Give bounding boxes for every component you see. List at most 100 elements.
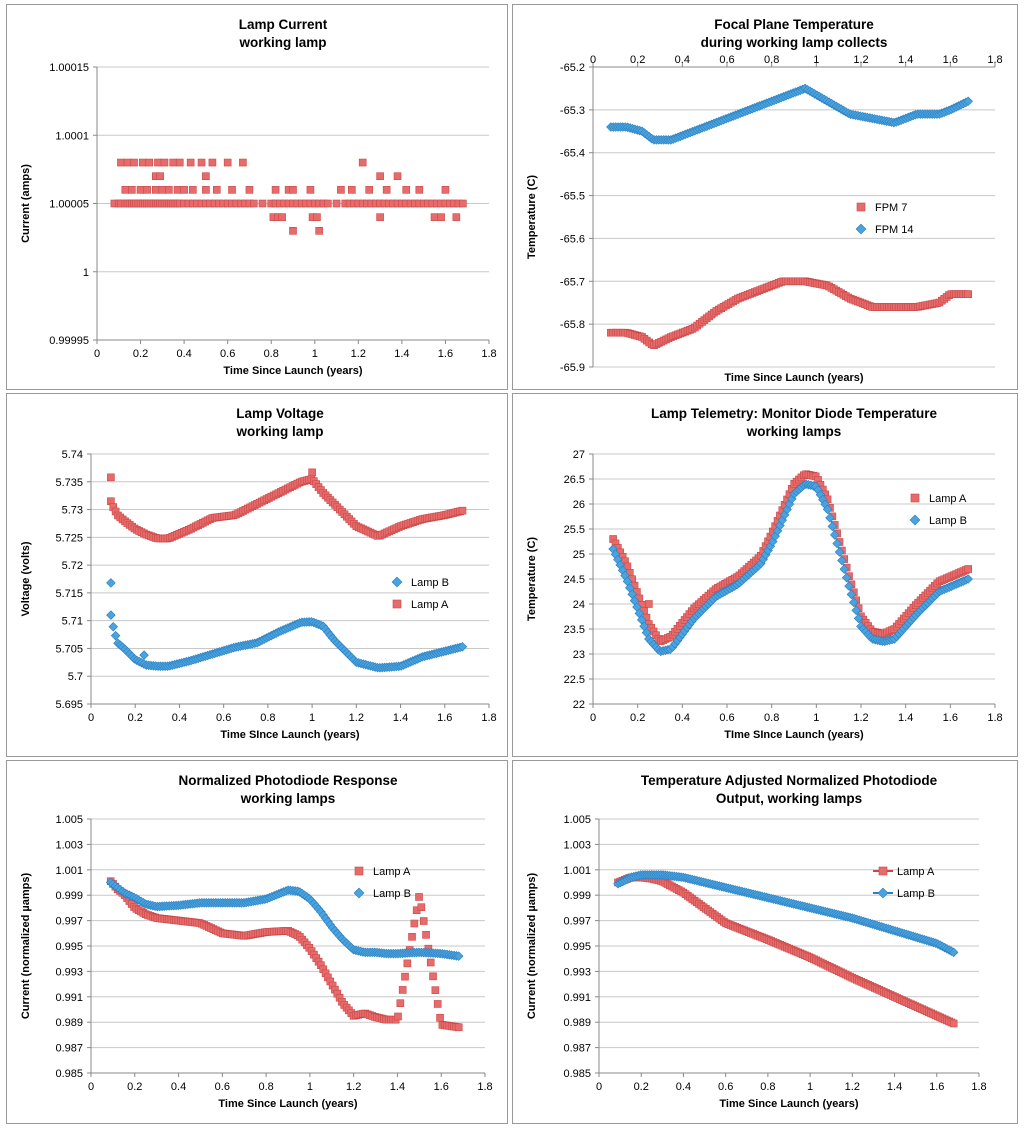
data-point [401, 972, 409, 981]
y-tick-label: 5.705 [55, 643, 83, 655]
y-tick-label: 1 [83, 267, 89, 279]
data-point [402, 186, 411, 194]
data-point [426, 958, 435, 967]
data-point [396, 999, 405, 1008]
chart-panel-normalized-photodiode-response: Normalized Photodiode Response working la… [6, 760, 508, 1124]
data-point [829, 530, 840, 540]
data-point [963, 574, 973, 584]
chart-title-line: Lamp Voltage [236, 406, 324, 421]
legend: FPM 7 FPM 14 [855, 202, 914, 236]
y-tick-label: 5.74 [62, 449, 83, 461]
data-point [458, 506, 467, 515]
data-point [429, 972, 437, 981]
data-point [825, 513, 835, 523]
y-tick-label: 23.5 [564, 624, 585, 636]
legend-label: Lamp A [411, 599, 449, 611]
data-point [117, 158, 125, 167]
x-tick-label: 0.8 [764, 54, 779, 66]
y-tick-label: 26 [573, 499, 585, 511]
x-tick-label: 1.8 [971, 1081, 986, 1093]
y-tick-label: 25 [573, 549, 585, 561]
y-axis-title: Current (amps) [20, 164, 32, 243]
series-lamp-b [105, 877, 464, 961]
data-point [394, 1012, 402, 1021]
x-tick-label: 0.2 [127, 1081, 142, 1093]
x-tick-label: 0.8 [760, 1081, 775, 1093]
x-tick-label: 0.8 [260, 712, 275, 724]
data-point [433, 1000, 442, 1008]
series-lamp-b [613, 870, 959, 958]
y-axis-title: Temperature (C) [526, 175, 538, 259]
x-tick-label: 1.6 [943, 712, 958, 724]
data-point [403, 959, 412, 968]
data-point [849, 597, 859, 608]
chart-monitor-diode-temperature: Lamp Telemetry: Monitor Diode Temperatur… [526, 406, 1003, 741]
data-point [156, 172, 164, 180]
data-point [289, 186, 297, 194]
y-tick-label: 5.735 [55, 477, 83, 489]
y-axis-title: Current (normalized µamps) [526, 873, 538, 1020]
chart-title-line: during working lamp collects [701, 35, 888, 50]
data-point [452, 213, 461, 221]
data-point [337, 186, 345, 194]
data-point [250, 199, 258, 208]
legend-marker [392, 599, 402, 609]
chart-panel-lamp-current: Lamp Current working lamp 0.99995 1 1.00005 1… [6, 4, 508, 390]
data-point [844, 581, 854, 591]
data-point [949, 1019, 958, 1028]
y-tick-label: 1.003 [55, 839, 83, 851]
y-axis-title: Temperature (C) [526, 537, 538, 621]
y-tick-label: 0.991 [563, 992, 591, 1004]
data-point [180, 186, 188, 194]
data-point [436, 1013, 444, 1022]
x-tick-label: 0.8 [764, 712, 779, 724]
x-tick-label: 0.6 [719, 54, 734, 66]
data-point [422, 931, 430, 939]
x-tick-label: 0.2 [634, 1081, 649, 1093]
x-tick-label: 1.8 [987, 54, 1002, 66]
data-point [208, 158, 217, 167]
chart-title-line: working lamp [235, 424, 323, 439]
y-tick-label: 1.003 [563, 839, 591, 851]
chart-title-line: Output, working lamps [716, 791, 862, 806]
x-tick-label: 0 [94, 348, 100, 360]
y-tick-label: 1.00015 [49, 62, 89, 74]
x-tick-label: 1.2 [349, 712, 364, 724]
data-point [106, 578, 116, 588]
x-tick-label: 1.2 [346, 1081, 361, 1093]
x-tick-label: 1 [312, 348, 318, 360]
x-tick-label: 0.2 [128, 712, 143, 724]
data-point [408, 932, 416, 941]
x-tick-label: 0.4 [176, 348, 191, 360]
y-tick-label: 5.71 [62, 616, 83, 628]
x-axis-title: Time Since Launch (years) [719, 1098, 859, 1110]
data-point [437, 213, 445, 221]
x-tick-label: 0.6 [719, 712, 734, 724]
series-lamp-b [608, 479, 973, 657]
y-tick-label: 26.5 [564, 474, 585, 486]
legend-label: FPM 14 [875, 224, 914, 236]
data-point [108, 622, 119, 632]
x-tick-label: 1.8 [481, 348, 496, 360]
chart-lamp-current: Lamp Current working lamp 0.99995 1 1.00005 1… [20, 17, 497, 377]
data-point [123, 158, 132, 167]
data-point [106, 610, 116, 620]
data-point [964, 290, 973, 298]
series-fpm-14 [606, 83, 973, 145]
legend: Lamp A Lamp B [873, 866, 935, 900]
data-point [107, 473, 115, 482]
x-tick-label: 0.2 [630, 54, 645, 66]
x-tick-label: 0 [590, 712, 596, 724]
x-tick-label: 1.8 [481, 712, 496, 724]
legend-marker [354, 866, 364, 876]
data-point [417, 903, 426, 911]
data-point [963, 96, 973, 107]
y-tick-label: 24.5 [564, 574, 585, 586]
data-point [173, 186, 182, 194]
data-point [145, 158, 154, 167]
y-tick-label: 0.999 [55, 890, 83, 902]
data-point [376, 213, 384, 221]
chart-title-line: working lamps [746, 424, 842, 439]
series-lamp-current [110, 158, 467, 235]
x-tick-label: 0.4 [675, 712, 690, 724]
